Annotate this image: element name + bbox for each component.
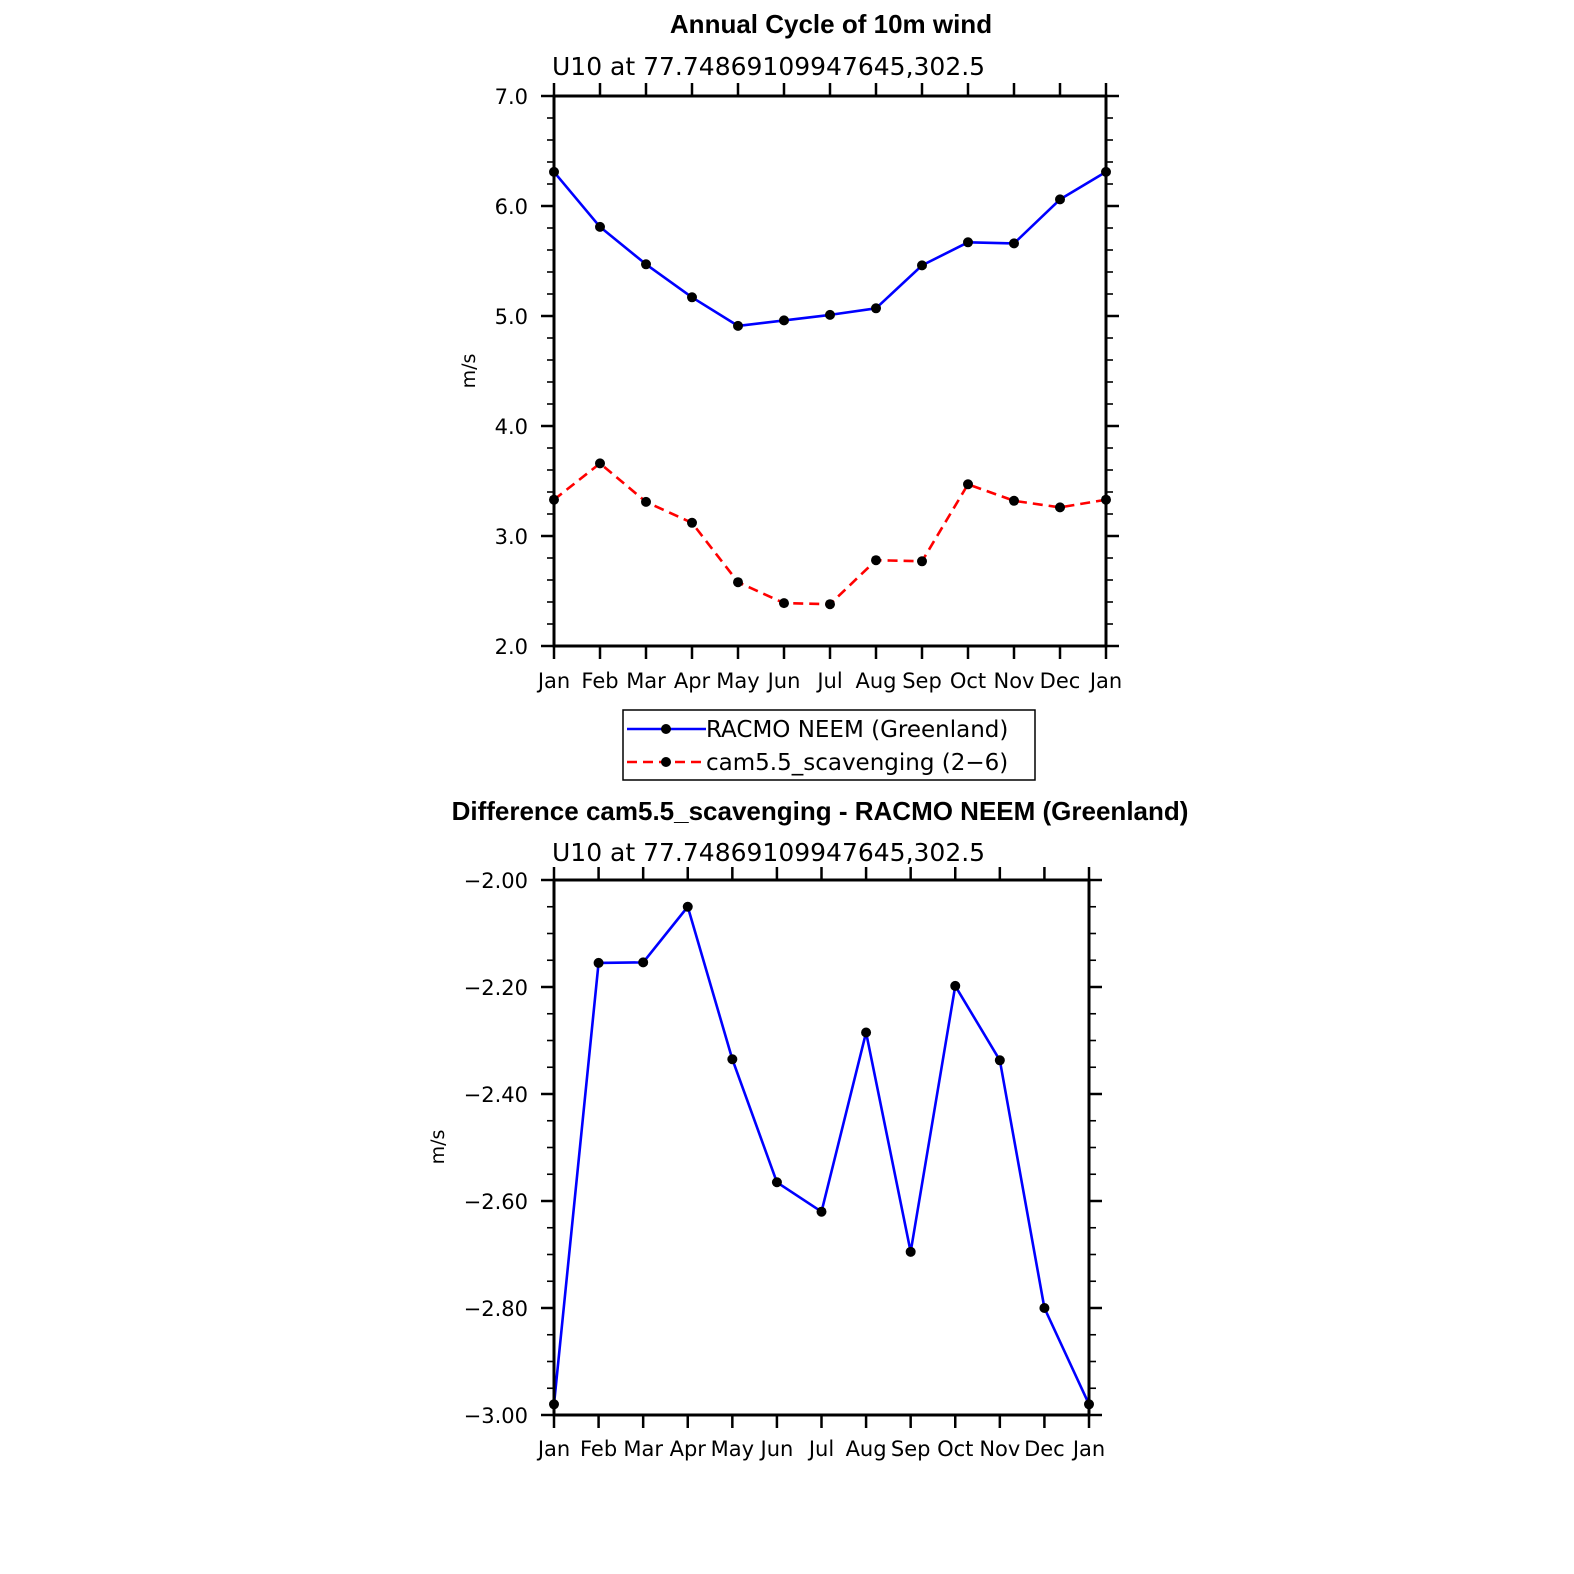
x-tick-label: Aug [846,1437,887,1461]
x-tick-label: Dec [1024,1437,1065,1461]
data-point [779,315,789,326]
data-point [733,320,743,331]
difference-chart: Difference cam5.5_scavenging - RACMO NEE… [427,796,1188,1461]
y-axis-label: m/s [458,354,480,389]
data-point [641,496,651,507]
axis-ticks [541,83,1119,659]
y-tick-labels: −3.00 −2.80 −2.60 −2.40 −2.20 −2.00 [464,869,528,1428]
x-tick-label: May [716,669,759,693]
x-tick-label: Jan [1088,669,1122,693]
x-tick-label: Feb [581,669,618,693]
x-tick-label: Jan [536,669,570,693]
data-point [1055,502,1065,513]
data-point [871,555,881,566]
plot-frame [552,94,1108,648]
plot-frame [552,878,1091,1417]
legend: RACMO NEEM (Greenland) cam5.5_scavenging… [622,709,1036,781]
data-point [825,599,835,610]
x-tick-label: Sep [902,669,942,693]
chart-title: Difference cam5.5_scavenging - RACMO NEE… [452,796,1189,826]
x-tick-label: Mar [623,1437,663,1461]
data-point [994,1055,1005,1066]
data-point [682,901,693,912]
data-point [593,957,604,968]
x-tick-label: Aug [855,669,896,693]
chart-subtitle: U10 at 77.74869109947645,302.5 [552,838,985,867]
data-point [641,259,651,270]
legend-marker-racmo [661,724,671,734]
x-tick-labels: Jan Feb Mar Apr May Jun Jul Aug Sep Oct Nov Dec Jan [536,1437,1105,1461]
data-point [1055,194,1065,205]
series-lines [549,166,1111,610]
x-tick-label: Nov [994,669,1035,693]
data-point [917,556,927,567]
x-tick-label: Oct [937,1437,973,1461]
y-tick-label: 2.0 [495,635,528,659]
x-tick-label: Apr [670,1437,707,1461]
y-tick-label: −2.20 [464,976,528,1000]
data-point [963,479,973,490]
series-lines [549,901,1094,1410]
x-tick-label: Sep [891,1437,931,1461]
data-point [963,237,973,248]
x-tick-label: Oct [950,669,986,693]
data-point [779,598,789,609]
x-tick-label: Jul [807,1437,834,1461]
x-tick-label: Feb [580,1437,617,1461]
y-tick-label: −3.00 [464,1404,528,1428]
legend-box [622,709,1036,781]
data-point [638,957,649,968]
y-tick-label: 6.0 [495,195,528,219]
y-tick-label: −2.60 [464,1190,528,1214]
x-tick-label: Nov [979,1437,1020,1461]
data-point [1039,1303,1050,1313]
x-tick-labels: Jan Feb Mar Apr May Jun Jul Aug Sep Oct Nov Dec Jan [536,669,1122,693]
axis-ticks [541,867,1102,1428]
data-point [871,303,881,314]
data-point [771,1177,782,1188]
y-tick-label: −2.80 [464,1297,528,1321]
data-point [905,1246,916,1257]
x-tick-label: Jun [766,669,801,693]
y-tick-label: 3.0 [495,525,528,549]
data-point [1009,238,1019,249]
legend-label-racmo: RACMO NEEM (Greenland) [706,717,1008,743]
data-point [727,1054,738,1065]
y-tick-label: 7.0 [495,85,528,109]
x-tick-label: Apr [674,669,711,693]
data-point [816,1206,827,1217]
legend-marker-cam [661,757,671,767]
chart-title: Annual Cycle of 10m wind [670,9,992,39]
legend-label-cam: cam5.5_scavenging (2−6) [706,750,1008,776]
data-point [687,517,697,528]
y-tick-label: −2.00 [464,869,528,893]
data-point [917,260,927,271]
series-line-0 [553,170,1107,328]
y-tick-label: −2.40 [464,1083,528,1107]
y-axis-label: m/s [427,1130,449,1165]
series-line-0 [552,905,1091,1405]
y-tick-label: 4.0 [495,415,528,439]
data-point [595,458,605,469]
series-line-1 [553,462,1107,606]
data-point [825,309,835,320]
data-point [687,292,697,303]
data-point [733,577,743,588]
y-tick-label: 5.0 [495,305,528,329]
data-point [950,980,961,991]
x-tick-label: Mar [626,669,666,693]
data-point [1009,495,1019,506]
x-tick-label: Jul [815,669,842,693]
x-tick-label: Jun [759,1437,794,1461]
x-tick-label: Jan [536,1437,570,1461]
chart-subtitle: U10 at 77.74869109947645,302.5 [552,52,985,81]
x-tick-label: Jan [1071,1437,1105,1461]
x-tick-label: May [711,1437,754,1461]
y-tick-labels: 2.0 3.0 4.0 5.0 6.0 7.0 [495,85,528,659]
data-point [595,221,605,232]
x-tick-label: Dec [1040,669,1081,693]
annual-cycle-chart: Annual Cycle of 10m wind U10 at 77.74869… [458,9,1122,693]
data-point [861,1027,872,1038]
